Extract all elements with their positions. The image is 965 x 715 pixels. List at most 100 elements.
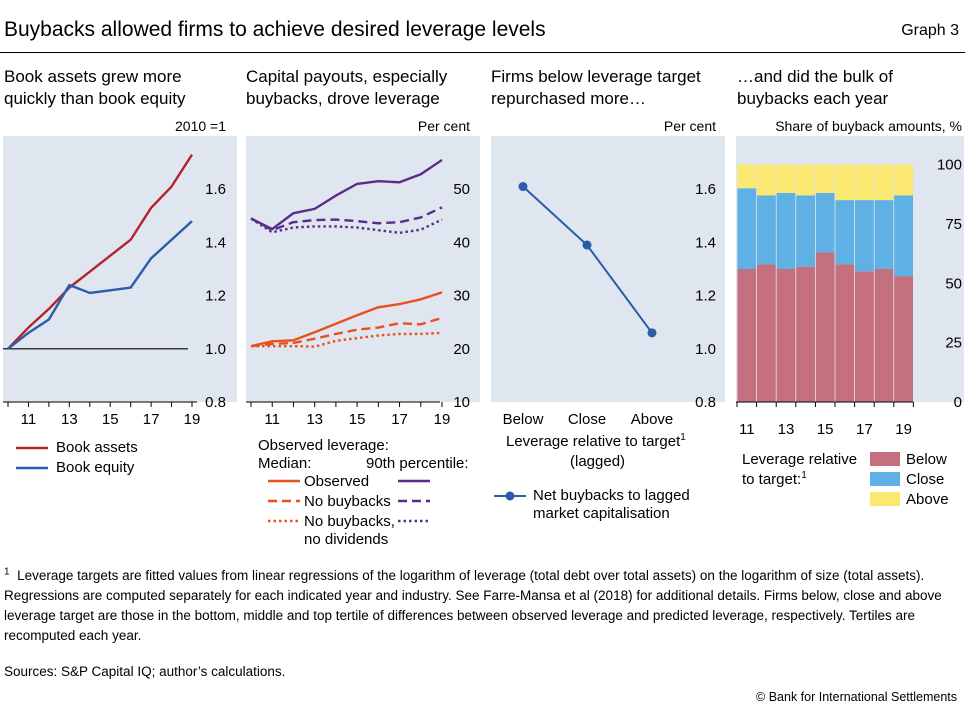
panel3-xlabel: Leverage relative to target1 bbox=[506, 432, 686, 452]
panel2-unit-label: Per cent bbox=[418, 118, 470, 134]
panel1-title: Book assets grew more quickly than book … bbox=[4, 67, 186, 108]
panel4-bar-close-2013 bbox=[776, 193, 796, 269]
panel2-ytick-label: 40 bbox=[453, 234, 470, 251]
panel4-bar-above-2018 bbox=[874, 164, 894, 201]
panel2-title: Capital payouts, especially buybacks, dr… bbox=[246, 67, 448, 108]
legend4-heading-text: to target: bbox=[742, 471, 802, 488]
panel2-series-median-no-buybacks-no-dividends bbox=[251, 331, 443, 348]
legend1-label-assets: Book assets bbox=[56, 439, 138, 456]
panel4-bar-below-2011 bbox=[737, 269, 757, 402]
panel2-series-90th-percentile-no-buybacks-no-dividends bbox=[250, 217, 443, 235]
panel2-series-90th-percentile-no-buybacks bbox=[250, 206, 443, 232]
legend4-heading-line1: Leverage relative bbox=[742, 451, 858, 468]
panel4-ytick-label: 0 bbox=[954, 394, 962, 411]
panel3-plot-background bbox=[491, 136, 725, 402]
panel1-ytick-label: 1.4 bbox=[205, 234, 226, 251]
panel4-ytick-label: 25 bbox=[945, 335, 962, 352]
legend4-label-below: Below bbox=[906, 451, 947, 468]
graph-number-label: Graph 3 bbox=[901, 22, 959, 39]
panel2-plot-background bbox=[246, 136, 480, 402]
panel1-unit-label: 2010 =1 bbox=[175, 118, 226, 134]
panel1-xtick-label: 19 bbox=[184, 411, 201, 428]
footnote: 1 Leverage targets are fitted values fro… bbox=[4, 566, 962, 646]
panel4-bar-above-2016 bbox=[835, 164, 855, 201]
panel4-bar-close-2015 bbox=[815, 193, 835, 253]
panel4-xtick-label: 15 bbox=[817, 421, 834, 438]
panel3-ytick-label: 1.4 bbox=[695, 234, 716, 251]
copyright-note: © Bank for International Settlements bbox=[756, 690, 957, 704]
panel3-category-label: Above bbox=[631, 411, 674, 428]
panel4-bar-below-2017 bbox=[855, 271, 874, 402]
panel3-ytick-label: 1.2 bbox=[695, 288, 716, 305]
panel3-category-label: Close bbox=[568, 411, 606, 428]
panel4-bar-above-2012 bbox=[757, 164, 776, 196]
panel3-ytick-label: 1.6 bbox=[695, 181, 716, 198]
panel3-series-marker bbox=[582, 240, 592, 250]
panel4-bar-close-2016 bbox=[835, 200, 855, 265]
legend3-item-line2: market capitalisation bbox=[533, 505, 670, 522]
panel4-bar-close-2017 bbox=[855, 200, 874, 272]
panel2-series-median-no-buybacks bbox=[250, 316, 443, 348]
legend2-heading: Observed leverage: bbox=[258, 437, 389, 454]
panel2-xtick-label: 19 bbox=[434, 411, 451, 428]
panel1-xtick-label: 15 bbox=[102, 411, 119, 428]
legend4-swatch-below bbox=[870, 452, 900, 466]
panel3-xlabel-footnote-marker: 1 bbox=[680, 432, 686, 443]
panel4-bar-close-2018 bbox=[874, 200, 894, 269]
panel3-series-marker bbox=[647, 328, 657, 338]
footnote-text: Leverage targets are fitted values from … bbox=[4, 568, 942, 643]
panel2-series-90th-percentile-observed bbox=[250, 158, 443, 231]
panel2-series-median-observed bbox=[250, 291, 443, 348]
panel4-bar-above-2014 bbox=[796, 164, 815, 196]
panel3-ytick-label: 0.8 bbox=[695, 394, 716, 411]
panel4-bar-above-2013 bbox=[776, 164, 796, 193]
panel4-ytick-label: 100 bbox=[937, 157, 962, 174]
panel4-bar-below-2016 bbox=[835, 264, 855, 402]
panel1-ytick-label: 1.2 bbox=[205, 288, 226, 305]
panel1-ytick-label: 1.0 bbox=[205, 341, 226, 358]
footnote-marker: 1 bbox=[4, 566, 10, 578]
panel2-ytick-label: 50 bbox=[453, 181, 470, 198]
panel4-bar-above-2019 bbox=[894, 164, 913, 196]
panel4-xtick-label: 11 bbox=[739, 421, 755, 438]
legend4-label-close: Close bbox=[906, 471, 945, 488]
panel4-bar-close-2019 bbox=[894, 195, 913, 277]
panel4-bar-above-2017 bbox=[855, 164, 874, 201]
legend3-swatch-marker bbox=[505, 491, 515, 501]
title-rule bbox=[0, 52, 965, 53]
panel4-bar-below-2012 bbox=[757, 264, 776, 402]
panel2-xtick-label: 17 bbox=[391, 411, 408, 428]
panel4-bar-above-2011 bbox=[737, 164, 757, 189]
panel4-bar-close-2012 bbox=[757, 195, 776, 265]
panel3-ytick-label: 1.0 bbox=[695, 341, 716, 358]
panel4-ytick-label: 50 bbox=[945, 275, 962, 292]
legend2-p90-label: 90th percentile: bbox=[366, 455, 469, 472]
panel1-plot-background bbox=[3, 136, 237, 402]
panel1-ytick-label: 0.8 bbox=[205, 394, 226, 411]
panel2-ytick-label: 20 bbox=[453, 341, 470, 358]
panel4-bar-below-2019 bbox=[894, 276, 913, 402]
panel4-bar-below-2015 bbox=[815, 252, 835, 402]
panel2-xtick-label: 13 bbox=[306, 411, 323, 428]
panel3-xlabel-main: Leverage relative to target bbox=[506, 433, 681, 450]
panel1-series-book-assets bbox=[7, 153, 194, 350]
legend4-swatch-close bbox=[870, 472, 900, 486]
panel4-bar-close-2014 bbox=[796, 195, 815, 267]
panel1-xtick-label: 17 bbox=[143, 411, 160, 428]
panel4-bar-below-2013 bbox=[776, 269, 796, 402]
legend3-item-line1: Net buybacks to lagged bbox=[533, 487, 690, 504]
legend2-item-nobuybacks-nodiv-1: No buybacks, bbox=[304, 513, 395, 530]
panel3-xlabel-lagged: (lagged) bbox=[570, 453, 626, 470]
panel2-ytick-label: 30 bbox=[453, 288, 470, 305]
chart-main-title: Buybacks allowed firms to achieve desire… bbox=[4, 18, 546, 41]
panel4-bar-above-2015 bbox=[815, 164, 835, 193]
panel4-xtick-label: 17 bbox=[856, 421, 873, 438]
panel4-title: …and did the bulk of buybacks each year bbox=[737, 67, 893, 108]
legend4-heading-line2: to target:1 bbox=[742, 470, 807, 490]
legend2-item-nobuybacks-nodiv-2: no dividends bbox=[304, 531, 389, 548]
panel2-xtick-label: 11 bbox=[264, 411, 280, 428]
legend2-item-observed: Observed bbox=[304, 473, 370, 490]
legend4-swatch-above bbox=[870, 492, 900, 506]
figure-canvas: 2010 =1 Per cent Per cent Share of buyback … bbox=[3, 118, 964, 523]
sources-note: Sources: S&P Capital IQ; author’s calcul… bbox=[4, 664, 286, 679]
